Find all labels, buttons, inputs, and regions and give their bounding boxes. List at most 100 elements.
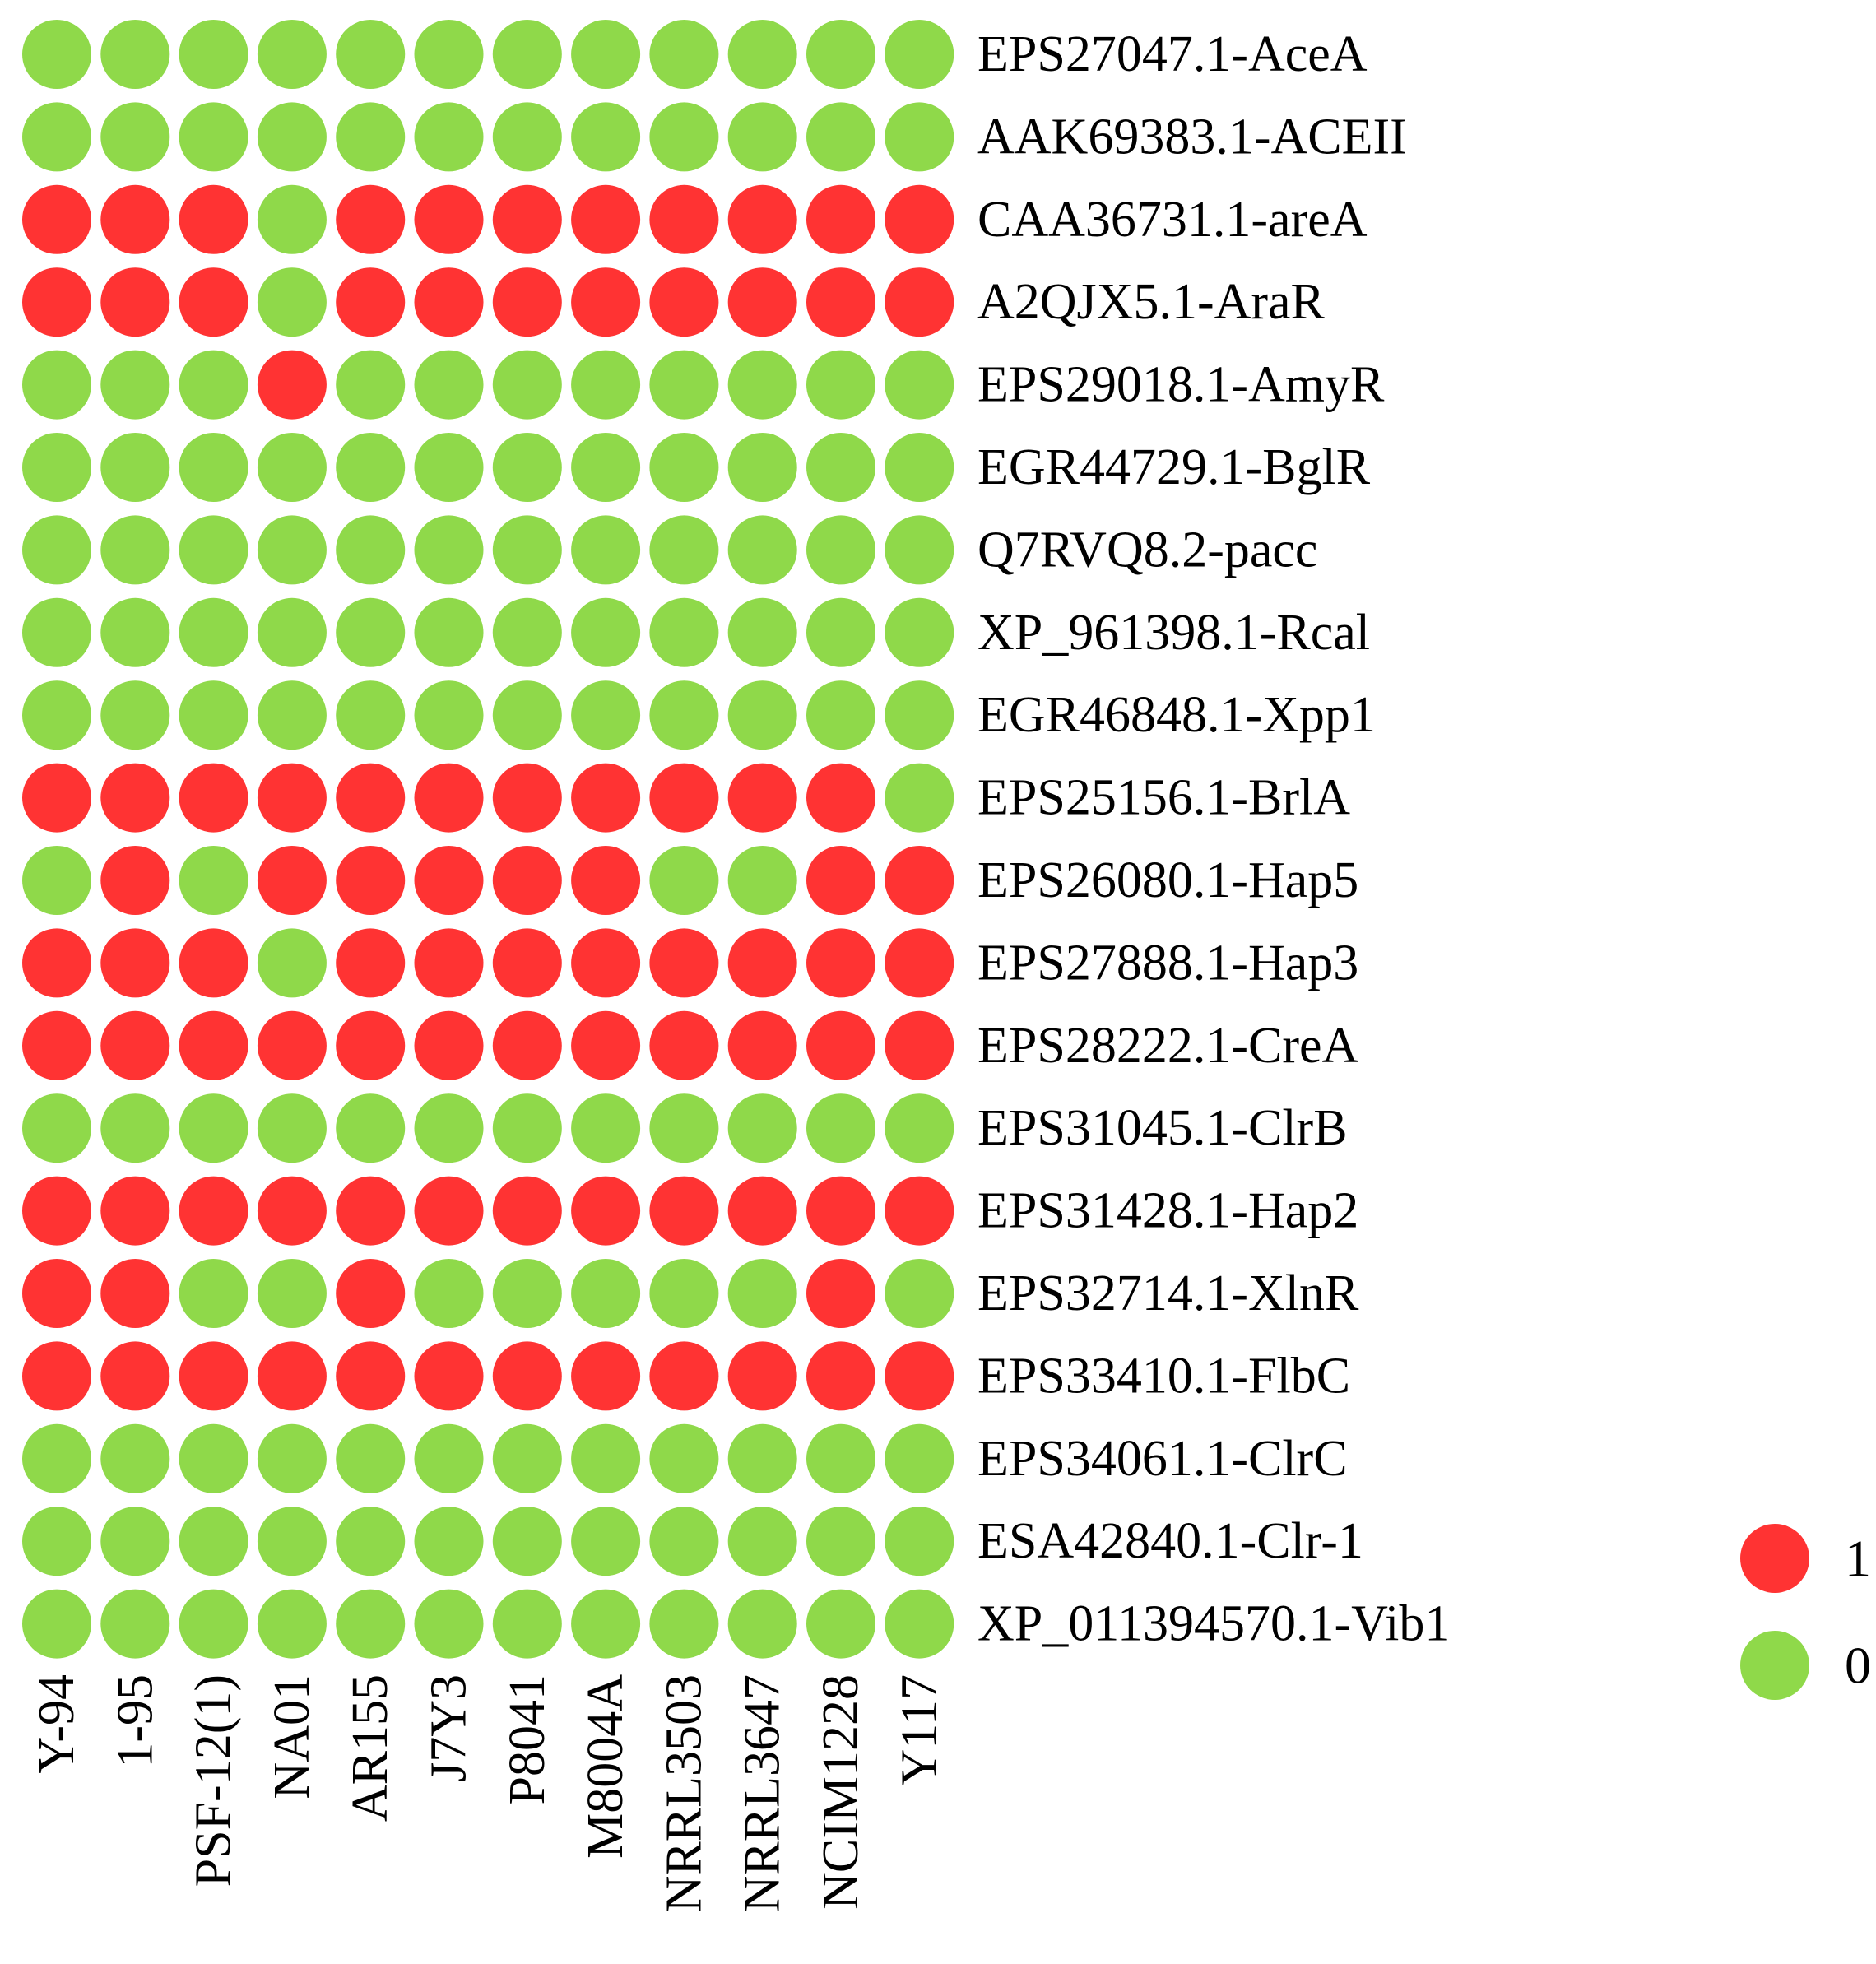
dot-caa36731-1-area-p8041 bbox=[492, 184, 562, 254]
dot-esa42840-1-clr-1-1-95 bbox=[100, 1507, 170, 1576]
dot-eps32714-1-xlnr-p8041 bbox=[492, 1259, 562, 1328]
dot-aak69383-1-aceii-nrrl3503 bbox=[649, 102, 719, 172]
dot-eps31045-1-clrb-ar155 bbox=[336, 1093, 406, 1163]
dot-eps27047-1-acea-y-94 bbox=[22, 20, 91, 89]
dot-aak69383-1-aceii-psf-12-1 bbox=[179, 102, 248, 172]
dot-eps34061-1-clrc-p8041 bbox=[492, 1423, 562, 1493]
column-label: NRRL3647 bbox=[735, 1674, 791, 1912]
dot-xp-011394570-1-vib1-nrrl3647 bbox=[727, 1589, 797, 1659]
legend: 10 bbox=[1740, 1524, 1871, 1700]
dot-a2qjx5-1-arar-j7y3 bbox=[414, 267, 484, 337]
dot-xp-011394570-1-vib1-nrrl3503 bbox=[649, 1589, 719, 1659]
dot-aak69383-1-aceii-j7y3 bbox=[414, 102, 484, 172]
dot-eps25156-1-brla-1-95 bbox=[100, 763, 170, 833]
dot-aak69383-1-aceii-ncim1228 bbox=[806, 102, 875, 172]
dot-egr44729-1-bglr-na01 bbox=[257, 433, 327, 502]
dot-eps29018-1-amyr-j7y3 bbox=[414, 350, 484, 420]
column-label: P8041 bbox=[499, 1674, 555, 1804]
dot-caa36731-1-area-na01 bbox=[257, 184, 327, 254]
dot-eps29018-1-amyr-1-95 bbox=[100, 350, 170, 420]
dot-eps34061-1-clrc-ncim1228 bbox=[806, 1423, 875, 1493]
dot-eps26080-1-hap5-p8041 bbox=[492, 846, 562, 915]
dot-q7rvq8-2-pacc-y-94 bbox=[22, 515, 91, 585]
dot-aak69383-1-aceii-1-95 bbox=[100, 102, 170, 172]
row-label: AAK69383.1-ACEII bbox=[977, 109, 1407, 165]
dot-eps32714-1-xlnr-ar155 bbox=[336, 1259, 406, 1328]
column-label: Y117 bbox=[891, 1674, 947, 1785]
dot-egr46848-1-xpp1-y117 bbox=[885, 680, 954, 750]
dot-egr44729-1-bglr-ncim1228 bbox=[806, 433, 875, 502]
dot-egr44729-1-bglr-y-94 bbox=[22, 433, 91, 502]
dot-eps25156-1-brla-na01 bbox=[257, 763, 327, 833]
dot-eps33410-1-flbc-m8004a bbox=[571, 1341, 641, 1411]
column-label: NA01 bbox=[264, 1674, 320, 1799]
dot-q7rvq8-2-pacc-nrrl3647 bbox=[727, 515, 797, 585]
dot-eps32714-1-xlnr-1-95 bbox=[100, 1259, 170, 1328]
dot-eps27888-1-hap3-nrrl3503 bbox=[649, 928, 719, 998]
dot-eps32714-1-xlnr-na01 bbox=[257, 1259, 327, 1328]
row-label: XP_011394570.1-Vib1 bbox=[977, 1596, 1450, 1652]
dot-eps29018-1-amyr-nrrl3647 bbox=[727, 350, 797, 420]
dot-eps28222-1-crea-y-94 bbox=[22, 1010, 91, 1080]
dot-caa36731-1-area-nrrl3503 bbox=[649, 184, 719, 254]
dot-eps27047-1-acea-na01 bbox=[257, 20, 327, 89]
dot-eps31045-1-clrb-y-94 bbox=[22, 1093, 91, 1163]
dot-eps26080-1-hap5-ar155 bbox=[336, 846, 406, 915]
dot-caa36731-1-area-ar155 bbox=[336, 184, 406, 254]
dot-eps26080-1-hap5-na01 bbox=[257, 846, 327, 915]
row-label: EPS25156.1-BrlA bbox=[977, 770, 1350, 826]
dot-xp-011394570-1-vib1-psf-12-1 bbox=[179, 1589, 248, 1659]
dot-egr44729-1-bglr-psf-12-1 bbox=[179, 433, 248, 502]
dot-egr46848-1-xpp1-y-94 bbox=[22, 680, 91, 750]
dot-eps32714-1-xlnr-psf-12-1 bbox=[179, 1259, 248, 1328]
dot-esa42840-1-clr-1-nrrl3647 bbox=[727, 1507, 797, 1576]
dot-eps25156-1-brla-nrrl3503 bbox=[649, 763, 719, 833]
row-label: A2QJX5.1-AraR bbox=[977, 274, 1326, 330]
dot-eps31428-1-hap2-psf-12-1 bbox=[179, 1176, 248, 1246]
dot-xp-961398-1-rcal-y117 bbox=[885, 597, 954, 667]
dot-eps25156-1-brla-y117 bbox=[885, 763, 954, 833]
dot-eps27047-1-acea-ncim1228 bbox=[806, 20, 875, 89]
dot-grid bbox=[22, 20, 954, 1659]
dot-eps31428-1-hap2-ncim1228 bbox=[806, 1176, 875, 1246]
dot-esa42840-1-clr-1-y-94 bbox=[22, 1507, 91, 1576]
row-label: EPS33410.1-FlbC bbox=[977, 1348, 1350, 1404]
dot-xp-011394570-1-vib1-y117 bbox=[885, 1589, 954, 1659]
dot-egr46848-1-xpp1-ncim1228 bbox=[806, 680, 875, 750]
dot-eps28222-1-crea-y117 bbox=[885, 1010, 954, 1080]
dot-eps34061-1-clrc-m8004a bbox=[571, 1423, 641, 1493]
row-label: EPS27047.1-AceA bbox=[977, 26, 1368, 82]
dot-q7rvq8-2-pacc-1-95 bbox=[100, 515, 170, 585]
dot-esa42840-1-clr-1-na01 bbox=[257, 1507, 327, 1576]
row-label: EPS28222.1-CreA bbox=[977, 1018, 1359, 1074]
dot-eps34061-1-clrc-ar155 bbox=[336, 1423, 406, 1493]
dot-eps25156-1-brla-psf-12-1 bbox=[179, 763, 248, 833]
dot-eps31428-1-hap2-y-94 bbox=[22, 1176, 91, 1246]
dot-eps27888-1-hap3-nrrl3647 bbox=[727, 928, 797, 998]
dot-xp-011394570-1-vib1-1-95 bbox=[100, 1589, 170, 1659]
dot-eps29018-1-amyr-y-94 bbox=[22, 350, 91, 420]
dot-q7rvq8-2-pacc-y117 bbox=[885, 515, 954, 585]
dot-eps33410-1-flbc-p8041 bbox=[492, 1341, 562, 1411]
dot-eps29018-1-amyr-ar155 bbox=[336, 350, 406, 420]
dot-eps32714-1-xlnr-y-94 bbox=[22, 1259, 91, 1328]
dot-eps34061-1-clrc-j7y3 bbox=[414, 1423, 484, 1493]
dot-eps27047-1-acea-j7y3 bbox=[414, 20, 484, 89]
dot-eps28222-1-crea-m8004a bbox=[571, 1010, 641, 1080]
dot-egr44729-1-bglr-nrrl3647 bbox=[727, 433, 797, 502]
dot-egr44729-1-bglr-ar155 bbox=[336, 433, 406, 502]
dot-eps25156-1-brla-nrrl3647 bbox=[727, 763, 797, 833]
dot-xp-961398-1-rcal-nrrl3503 bbox=[649, 597, 719, 667]
dot-eps34061-1-clrc-psf-12-1 bbox=[179, 1423, 248, 1493]
dot-q7rvq8-2-pacc-nrrl3503 bbox=[649, 515, 719, 585]
dot-eps31428-1-hap2-p8041 bbox=[492, 1176, 562, 1246]
dot-eps27047-1-acea-nrrl3647 bbox=[727, 20, 797, 89]
dot-eps31045-1-clrb-ncim1228 bbox=[806, 1093, 875, 1163]
dot-aak69383-1-aceii-p8041 bbox=[492, 102, 562, 172]
dot-eps27888-1-hap3-psf-12-1 bbox=[179, 928, 248, 998]
dot-eps26080-1-hap5-m8004a bbox=[571, 846, 641, 915]
dot-esa42840-1-clr-1-y117 bbox=[885, 1507, 954, 1576]
dot-eps32714-1-xlnr-ncim1228 bbox=[806, 1259, 875, 1328]
dot-a2qjx5-1-arar-ar155 bbox=[336, 267, 406, 337]
dot-eps26080-1-hap5-j7y3 bbox=[414, 846, 484, 915]
